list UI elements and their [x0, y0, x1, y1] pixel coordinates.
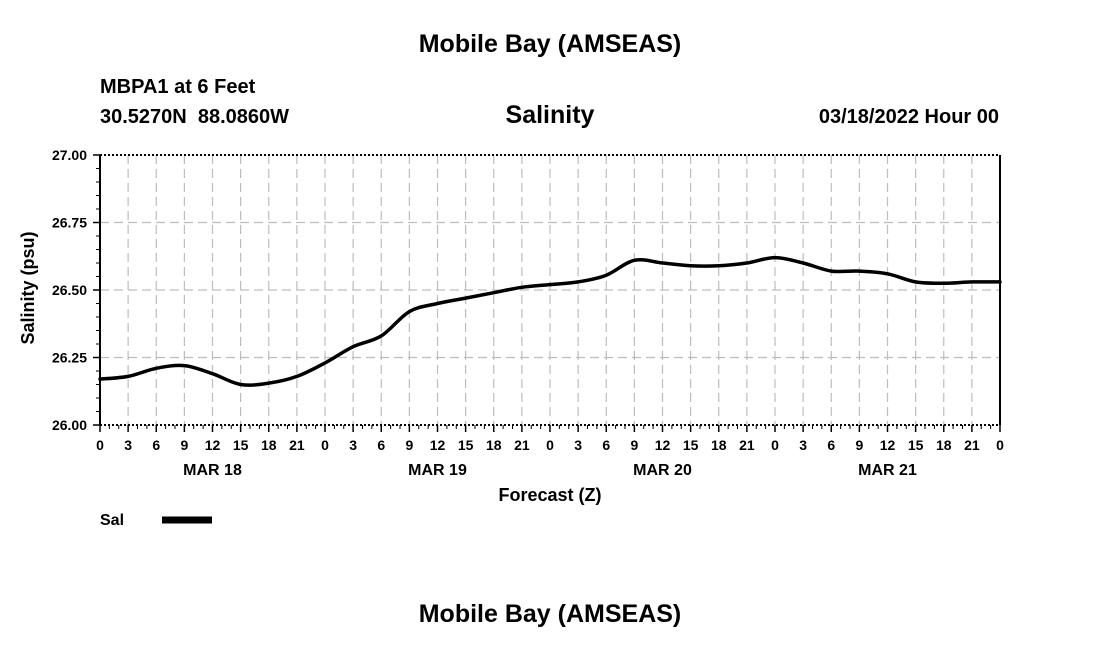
x-tick-label: 6 [602, 437, 610, 453]
x-tick-label: 15 [458, 437, 474, 453]
x-tick-label: 15 [908, 437, 924, 453]
x-tick-label: 12 [205, 437, 221, 453]
x-axis-title: Forecast (Z) [498, 485, 601, 505]
legend-label: Sal [100, 512, 124, 529]
x-tick-label: 6 [377, 437, 385, 453]
y-axis-title: Salinity (psu) [18, 231, 38, 344]
day-label: MAR 19 [408, 462, 467, 479]
x-tick-label: 9 [405, 437, 413, 453]
x-tick-label: 21 [289, 437, 305, 453]
x-tick-label: 9 [180, 437, 188, 453]
x-tick-label: 18 [711, 437, 727, 453]
forecast-datetime: 03/18/2022 Hour 00 [818, 106, 999, 128]
x-tick-label: 9 [855, 437, 863, 453]
x-tick-label: 3 [124, 437, 132, 453]
footer-title: Mobile Bay (AMSEAS) [418, 600, 682, 628]
x-tick-label: 0 [321, 437, 329, 453]
x-tick-label: 21 [964, 437, 980, 453]
variable-title: Salinity [505, 101, 595, 129]
x-tick-label: 0 [546, 437, 554, 453]
x-tick-label: 21 [514, 437, 530, 453]
x-tick-label: 6 [152, 437, 160, 453]
x-tick-label: 3 [574, 437, 582, 453]
x-tick-label: 0 [771, 437, 779, 453]
y-tick-label: 26.50 [52, 282, 87, 298]
x-tick-label: 21 [739, 437, 755, 453]
x-tick-label: 18 [486, 437, 502, 453]
y-tick-label: 26.75 [52, 215, 87, 231]
y-tick-label: 26.25 [52, 350, 87, 366]
y-tick-label: 27.00 [52, 147, 87, 163]
x-tick-label: 15 [683, 437, 699, 453]
y-tick-label: 26.00 [52, 417, 87, 433]
x-tick-label: 12 [655, 437, 671, 453]
day-label: MAR 20 [633, 462, 692, 479]
x-tick-label: 0 [96, 437, 104, 453]
x-tick-label: 12 [430, 437, 446, 453]
day-label: MAR 21 [858, 462, 917, 479]
x-tick-label: 6 [827, 437, 835, 453]
x-tick-label: 3 [799, 437, 807, 453]
chart-title: Mobile Bay (AMSEAS) [418, 30, 682, 58]
x-tick-label: 9 [630, 437, 638, 453]
x-tick-label: 12 [880, 437, 896, 453]
station-label: MBPA1 at 6 Feet [100, 76, 256, 98]
x-tick-label: 15 [233, 437, 249, 453]
x-tick-label: 18 [936, 437, 952, 453]
coordinates-label: 30.5270N 88.0860W [100, 106, 290, 128]
x-tick-label: 18 [261, 437, 277, 453]
x-tick-label: 3 [349, 437, 357, 453]
day-label: MAR 18 [183, 462, 242, 479]
x-tick-label: 0 [996, 437, 1004, 453]
series-line-sal [98, 255, 1002, 387]
